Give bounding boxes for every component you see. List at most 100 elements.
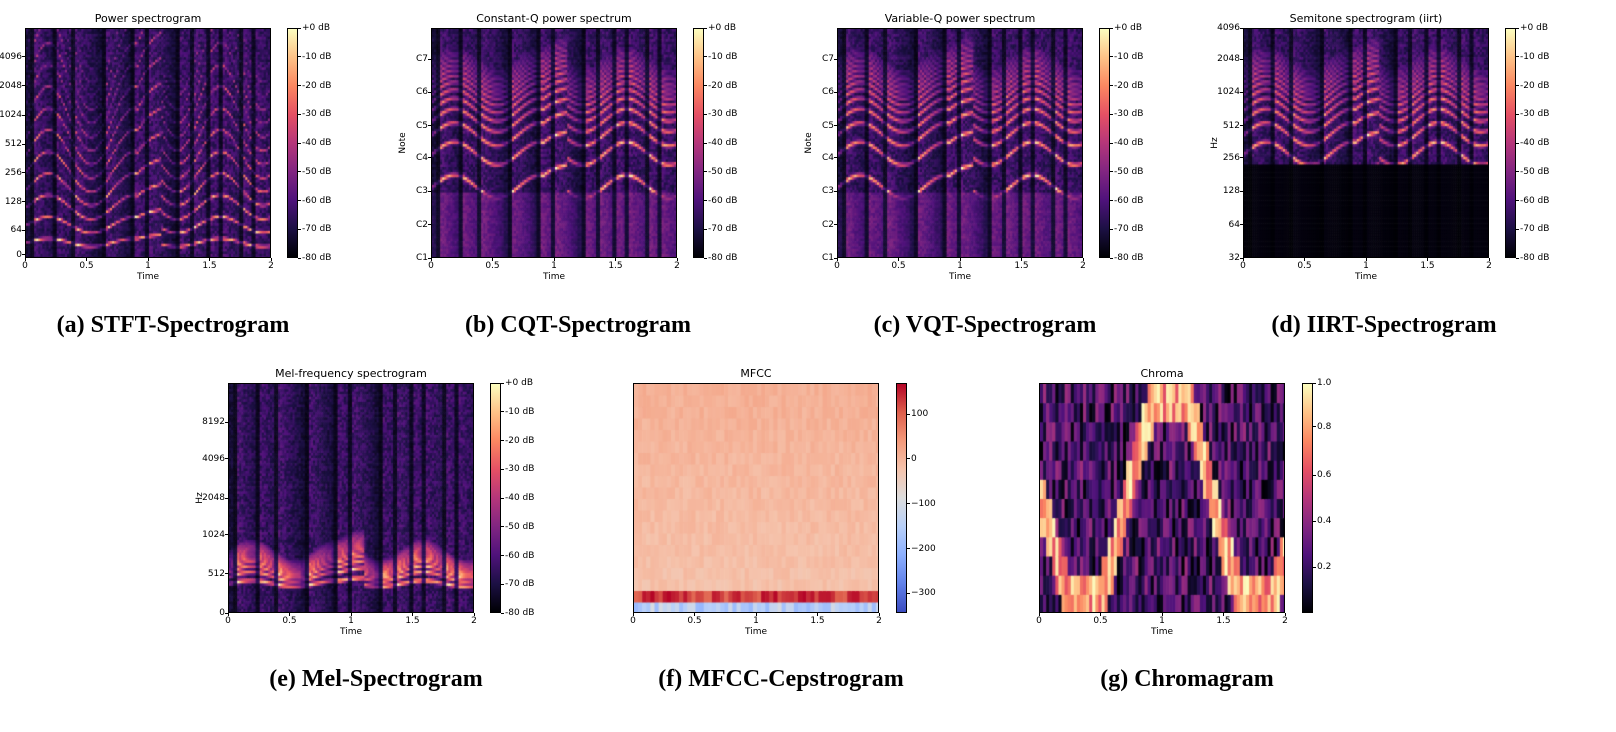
plot-title: Chroma [1140,367,1184,380]
colorbar-tick-label: 100 [911,409,929,420]
colorbar-tick-mark [907,503,910,505]
colorbar-tick-mark [704,171,707,173]
y-tick-mark [834,190,837,192]
heatmap-canvas [432,29,676,257]
colorbar-tick-mark [298,200,301,201]
y-tick-label: 256 [4,167,22,178]
colorbar-tick-label: -10 dB [302,51,332,62]
x-tick-mark [1488,258,1490,261]
y-tick-mark [22,56,25,58]
y-tick-label: 0 [219,608,225,618]
y-tick-label: 64 [10,225,22,236]
colorbar [693,28,704,258]
x-tick-label: 0.5 [1297,261,1312,271]
x-tick-label: 1 [1159,616,1165,626]
y-tick-label: 2048 [202,493,225,503]
x-tick-mark [473,613,475,616]
heatmap-plot [633,383,879,613]
colorbar-tick-label: -40 dB [302,138,332,148]
colorbar-tick-label: -80 dB [302,253,332,263]
x-tick-label: 1.5 [405,616,420,626]
colorbar-tick-mark [907,548,910,550]
colorbar-tick-mark [1313,566,1316,568]
colorbar-tick-label: -80 dB [505,608,535,618]
y-tick-label: 2048 [0,80,22,91]
colorbar-tick-label: −200 [911,543,936,554]
x-tick-mark [898,258,899,261]
colorbar-tick-label: -10 dB [1114,51,1144,62]
x-tick-label: 2 [471,616,477,626]
heatmap-canvas [26,29,270,257]
y-tick-label: C7 [415,54,428,65]
colorbar-tick-mark [1516,56,1519,58]
colorbar-tick-mark [1110,56,1113,58]
colorbar-tick-mark [501,497,504,499]
colorbar-tick-label: -60 dB [708,195,738,206]
x-tick-mark [632,613,634,616]
colorbar-tick-label: -60 dB [302,195,332,206]
colorbar-tick-label: +0 dB [302,23,331,33]
x-axis-label: Time [542,272,566,282]
y-tick-label: 1024 [202,529,225,540]
x-tick-mark [270,258,272,261]
x-axis-label: Time [948,272,972,282]
x-axis-label: Time [1150,627,1174,637]
colorbar-tick-label: −300 [911,588,936,599]
y-tick-mark [834,257,837,259]
x-tick-mark [694,613,695,616]
colorbar-tick-label: -20 dB [1520,80,1550,91]
y-tick-label: 512 [4,139,22,150]
colorbar-tick-mark [704,113,707,115]
x-tick-mark [24,258,26,261]
colorbar-tick-label: -80 dB [708,253,738,263]
colorbar-tick-label: -60 dB [1520,195,1550,206]
subfigure-caption: (b) CQT-Spectrogram [465,312,691,338]
colorbar-tick-mark [298,56,301,58]
colorbar [490,383,501,613]
colorbar-tick-mark [704,27,707,29]
plot-title: Mel-frequency spectrogram [275,367,427,380]
colorbar-tick-label: -50 dB [1114,166,1144,177]
x-tick-label: 1 [957,261,963,271]
colorbar-tick-mark [501,555,504,556]
subfigure-caption: (g) Chromagram [1100,666,1274,692]
x-tick-label: 1.5 [202,261,217,271]
colorbar-tick-mark [907,458,910,460]
x-tick-label: 1.5 [608,261,623,271]
y-tick-label: 8192 [202,417,225,428]
x-tick-label: 1 [348,616,354,626]
colorbar-tick-mark [298,228,301,230]
y-tick-label: 512 [1222,120,1240,131]
x-tick-mark [836,258,838,261]
x-tick-label: 0 [630,616,636,626]
colorbar-tick-mark [704,142,707,144]
colorbar-tick-mark [1110,171,1113,173]
colorbar-tick-label: +0 dB [708,23,737,33]
y-tick-label: 4096 [1217,23,1240,33]
y-tick-mark [428,190,431,192]
y-tick-label: C1 [821,253,834,263]
colorbar-tick-label: -50 dB [505,521,535,532]
y-tick-label: C7 [821,54,834,65]
x-tick-label: 0 [1036,616,1042,626]
y-tick-mark [22,85,25,86]
x-tick-label: 1.5 [810,616,825,626]
x-tick-mark [492,258,493,261]
x-tick-label: 0 [834,261,840,271]
colorbar-tick-mark [501,468,504,470]
colorbar-tick-label: -70 dB [1114,224,1144,235]
colorbar-tick-label: 0.4 [1317,516,1332,526]
colorbar-tick-mark [501,612,504,614]
y-tick-mark [834,157,837,159]
heatmap-plot [1039,383,1285,613]
colorbar-tick-mark [1110,228,1113,230]
colorbar-tick-label: -50 dB [302,166,332,177]
y-tick-mark [1240,224,1243,226]
y-tick-mark [225,497,228,499]
heatmap-plot [25,28,271,258]
y-tick-mark [428,157,431,159]
x-tick-mark [1242,258,1244,261]
y-tick-mark [1240,91,1243,93]
x-tick-mark [615,258,616,261]
colorbar-tick-mark [1313,382,1316,384]
